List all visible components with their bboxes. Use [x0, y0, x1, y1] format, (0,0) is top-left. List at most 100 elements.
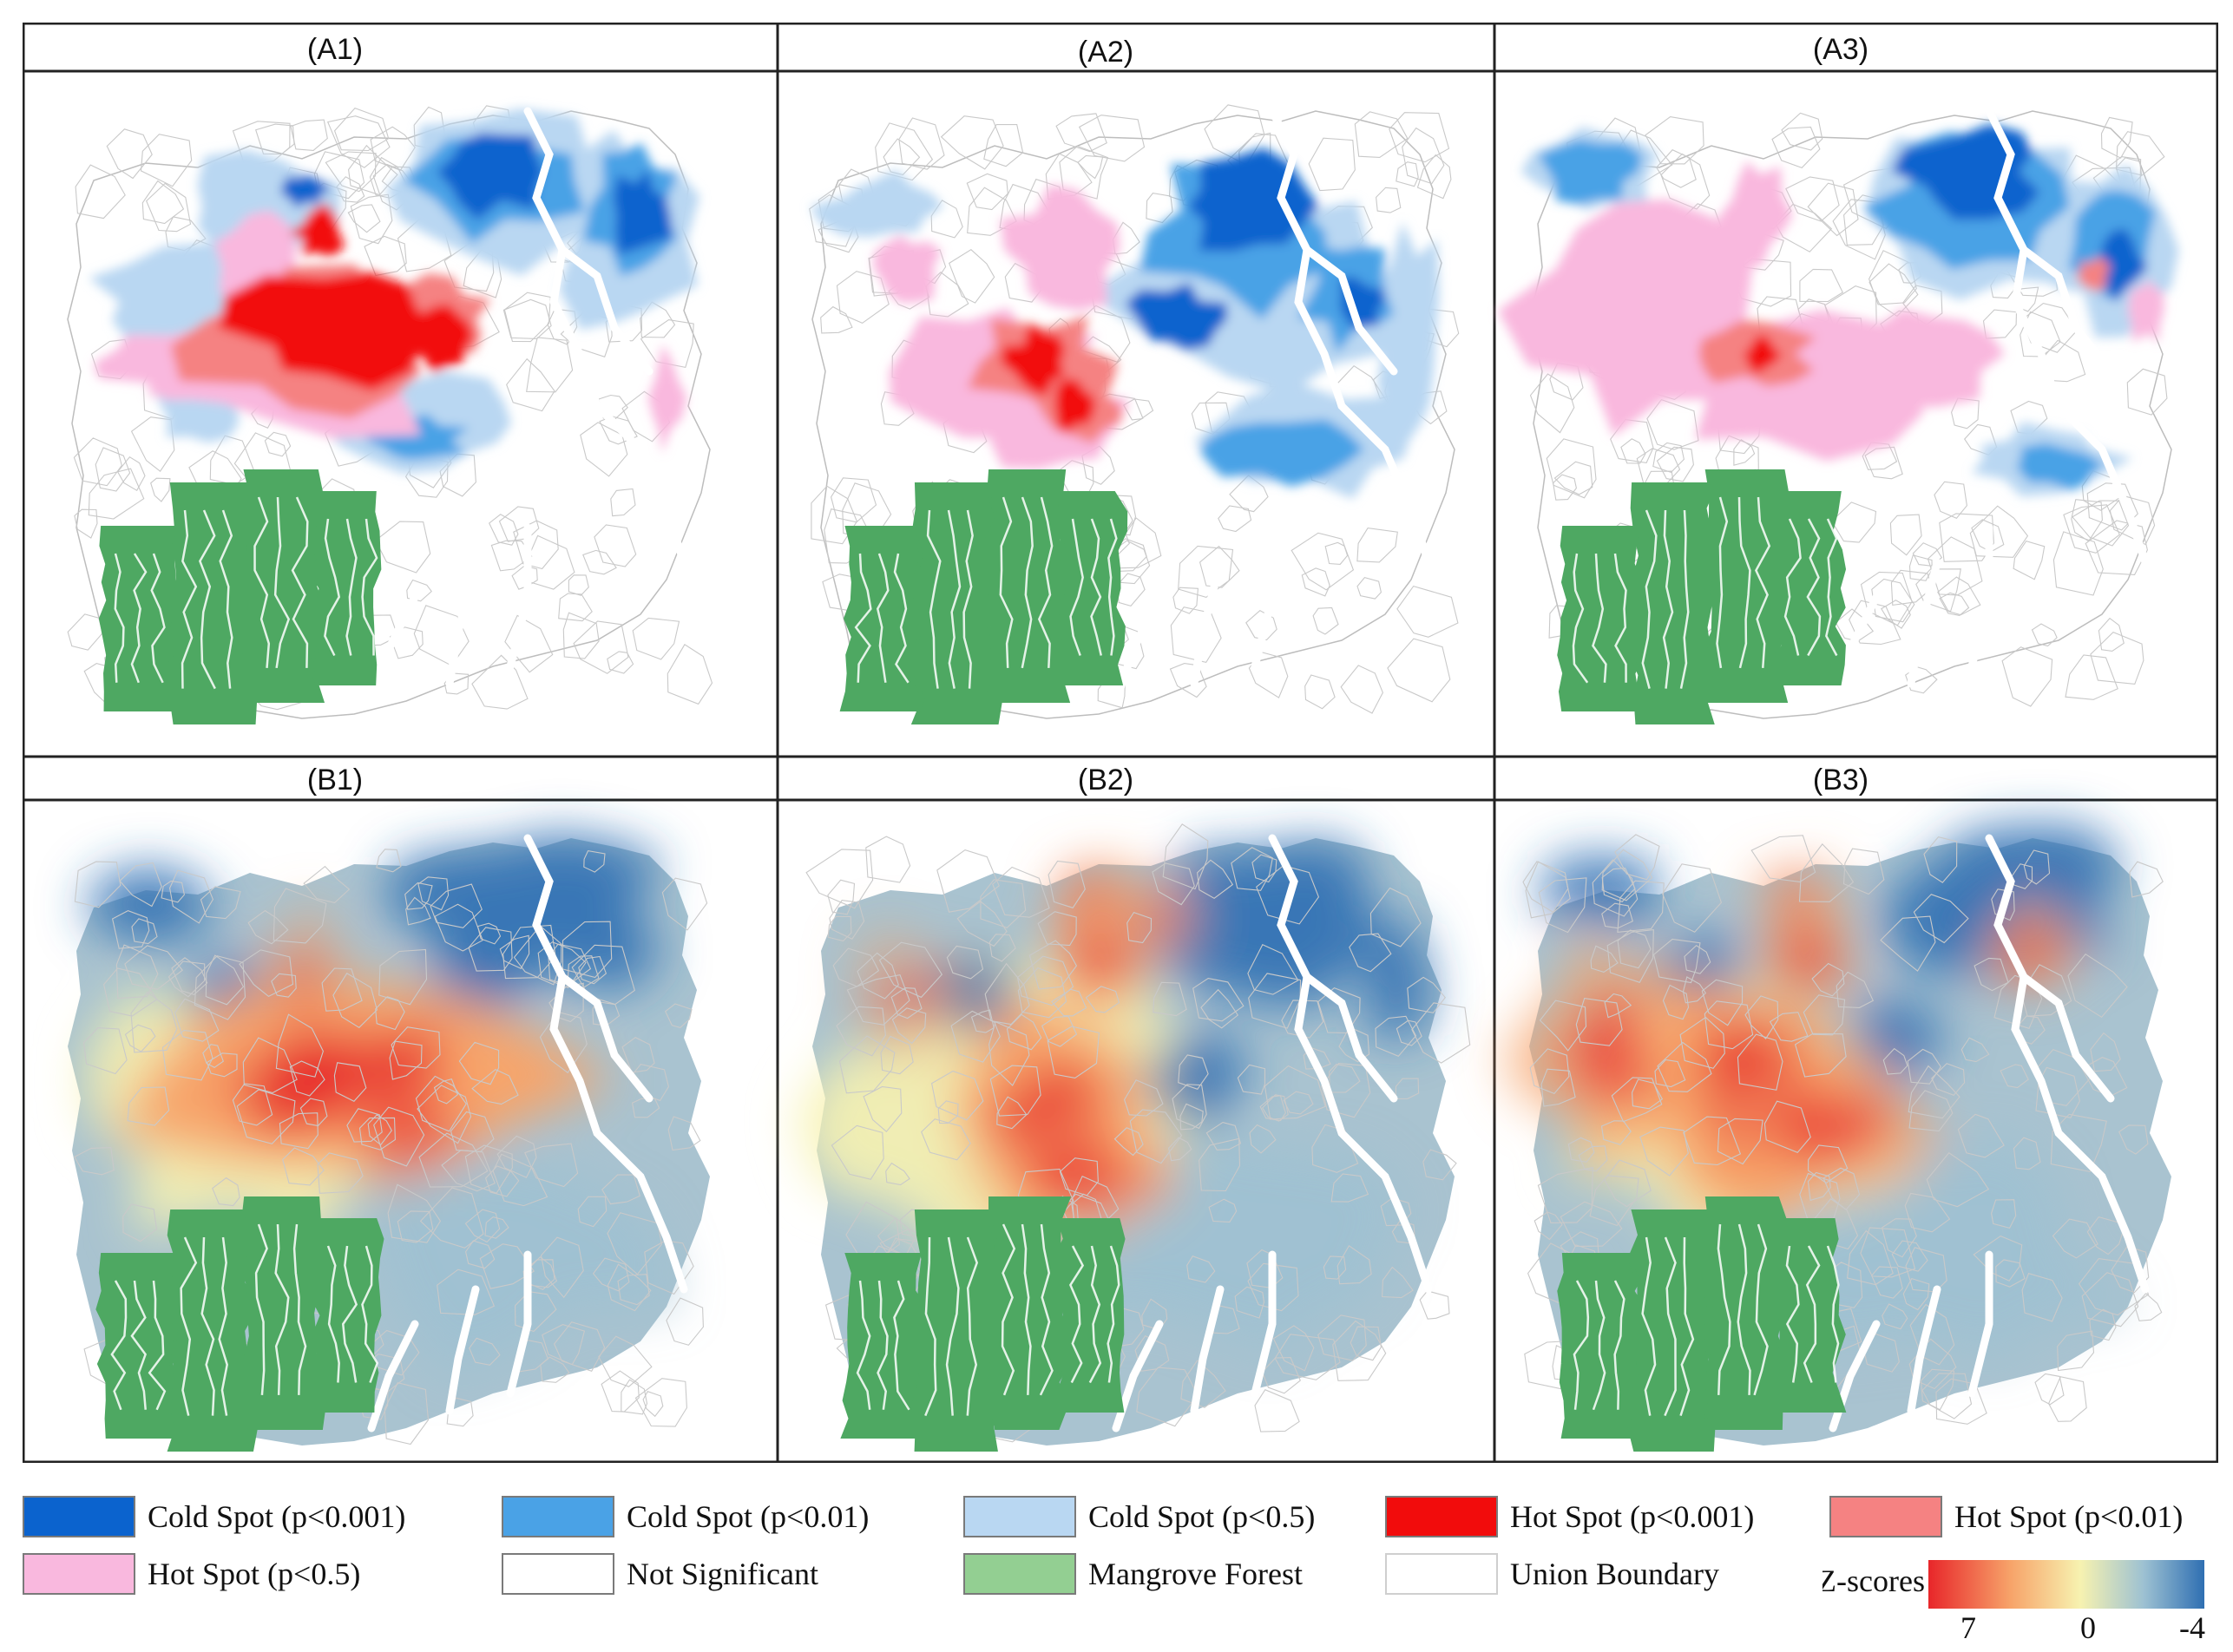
union-boundary: [1407, 976, 1447, 1013]
zscore-title: Z-scores: [1823, 1564, 1925, 1598]
union-boundary: [1836, 971, 1875, 1008]
mangrove-creek: [1825, 518, 1838, 657]
union-boundary: [1522, 861, 1569, 914]
mangrove-creek: [254, 1223, 268, 1395]
legend-swatch: [1829, 1496, 1942, 1537]
union-boundary: [430, 883, 483, 928]
union-boundary: [141, 180, 185, 225]
union-boundary: [1908, 1065, 1960, 1119]
union-boundary: [1923, 836, 1958, 883]
zscore-mid-label: 0: [2080, 1610, 2096, 1645]
union-boundary: [326, 115, 391, 168]
union-boundary: [2126, 368, 2168, 416]
union-boundary: [1123, 1079, 1164, 1117]
panel-title-a2: (A2): [1078, 36, 1133, 69]
union-boundary: [1113, 1127, 1144, 1157]
patch-hot3: [1054, 377, 1096, 433]
union-boundary: [1679, 1016, 1725, 1069]
union-boundary: [885, 1162, 910, 1186]
patch-cold3: [280, 174, 332, 208]
union-boundary: [891, 1007, 927, 1045]
union-boundary: [1934, 481, 1967, 519]
river: [1268, 834, 1433, 1294]
mangrove-creek: [324, 518, 341, 657]
union-boundary: [1259, 1095, 1286, 1122]
union-boundary: [347, 204, 381, 233]
legend-label: Cold Spot (p<0.5): [1088, 1499, 1316, 1534]
union-boundary: [1890, 569, 1933, 606]
mangrove-creek: [1069, 518, 1084, 656]
river: [506, 1250, 532, 1398]
legend-hot-spot-99: Hot Spot (p<0.01): [1829, 1496, 2183, 1537]
union-boundary: [562, 612, 600, 659]
union-boundary: [970, 1009, 995, 1033]
union-boundary: [1389, 112, 1450, 163]
union-boundary: [83, 1027, 128, 1075]
union-boundary: [88, 468, 145, 520]
union-boundary: [1920, 1368, 1955, 1411]
mangrove-creek: [1737, 1223, 1751, 1395]
union-boundary: [350, 193, 393, 245]
union-boundary: [2067, 953, 2128, 1019]
union-boundary: [946, 945, 984, 980]
union-boundary: [1129, 1109, 1183, 1164]
mangrove-lobe: [1054, 491, 1128, 685]
union-boundary: [1529, 373, 1575, 434]
river: [445, 558, 480, 688]
union-boundary: [582, 549, 617, 575]
mangrove-creek: [291, 496, 309, 668]
union-boundary: [1146, 193, 1173, 224]
union-boundary: [1798, 843, 1855, 902]
union-boundary: [875, 122, 934, 181]
union-boundary: [956, 901, 1008, 947]
union-boundary: [1340, 665, 1384, 714]
mangrove-creek: [1754, 496, 1771, 668]
map-a3: [1498, 107, 2179, 724]
union-boundary: [1329, 1064, 1361, 1093]
union-boundary: [2090, 1032, 2121, 1072]
union-boundary: [667, 1116, 701, 1151]
union-boundary: [1864, 446, 1903, 480]
union-boundary: [1590, 945, 1619, 974]
legend-swatch: [963, 1553, 1076, 1595]
union-boundary: [1264, 1065, 1326, 1120]
union-boundary: [313, 151, 365, 200]
union-boundary: [202, 1044, 224, 1068]
union-boundary: [640, 301, 676, 338]
union-boundary: [171, 957, 208, 996]
mangrove-creek: [1679, 509, 1690, 689]
zscore-cold: [1136, 1032, 1251, 1128]
union-boundary: [404, 882, 433, 910]
mangrove-creek: [114, 553, 125, 683]
union-boundary: [1553, 461, 1593, 495]
union-boundary: [206, 1052, 238, 1078]
map-b1: [68, 833, 710, 1452]
mangrove-creek: [1662, 509, 1674, 689]
union-boundary: [1632, 1078, 1664, 1110]
union-boundary: [1902, 1277, 1930, 1311]
union-boundary: [1402, 127, 1445, 185]
union-boundary: [1601, 902, 1633, 929]
zscore-max-label: 7: [1960, 1610, 1976, 1645]
river: [558, 973, 653, 1103]
mangrove-creek: [1785, 1245, 1800, 1383]
union-boundary: [857, 952, 899, 1000]
union-boundary: [131, 918, 158, 945]
union-boundary: [2090, 631, 2144, 685]
union-boundary: [1654, 1059, 1686, 1088]
union-boundary: [1396, 1019, 1422, 1046]
legend-row-2: Hot Spot (p<0.5) Not Significant Mangrov…: [0, 1553, 2233, 1605]
union-boundary: [369, 156, 410, 199]
river: [1907, 1285, 1941, 1415]
river: [1985, 107, 2150, 567]
union-boundary: [621, 1037, 655, 1073]
union-boundary: [127, 1086, 170, 1126]
union-boundary: [1683, 1116, 1742, 1166]
union-boundary: [1153, 981, 1187, 1017]
union-boundary: [644, 1240, 694, 1295]
union-boundary: [115, 944, 159, 1000]
union-boundary: [940, 115, 1004, 170]
union-boundary: [1208, 1198, 1238, 1223]
legend-hot-spot-999: Hot Spot (p<0.001): [1385, 1496, 1754, 1537]
map-b2: [795, 823, 1471, 1452]
